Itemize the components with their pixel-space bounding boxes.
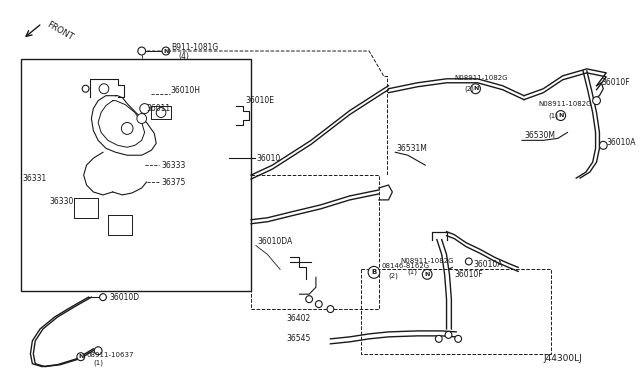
Text: J44300LJ: J44300LJ bbox=[543, 354, 582, 363]
Text: N: N bbox=[558, 113, 563, 118]
Circle shape bbox=[471, 84, 481, 94]
Circle shape bbox=[96, 349, 100, 353]
Circle shape bbox=[140, 49, 143, 53]
Circle shape bbox=[455, 336, 461, 342]
Circle shape bbox=[306, 296, 312, 303]
Text: 36010D: 36010D bbox=[110, 293, 140, 302]
Text: 36010: 36010 bbox=[257, 154, 281, 163]
Text: (1): (1) bbox=[408, 268, 418, 275]
Circle shape bbox=[307, 297, 311, 301]
Circle shape bbox=[84, 87, 87, 90]
Text: N08911-1082G: N08911-1082G bbox=[538, 100, 592, 107]
Circle shape bbox=[94, 347, 102, 355]
Text: 36330: 36330 bbox=[50, 198, 74, 206]
Text: 36010H: 36010H bbox=[171, 86, 201, 95]
Circle shape bbox=[156, 108, 166, 118]
Circle shape bbox=[162, 47, 170, 55]
Circle shape bbox=[467, 260, 470, 263]
Bar bbox=[20, 59, 251, 291]
Text: 36545: 36545 bbox=[287, 334, 311, 343]
Text: 36402: 36402 bbox=[287, 314, 311, 324]
Text: (2): (2) bbox=[388, 272, 398, 279]
Circle shape bbox=[140, 104, 150, 113]
Circle shape bbox=[593, 97, 600, 105]
Circle shape bbox=[100, 294, 106, 301]
Text: 36010E: 36010E bbox=[245, 96, 275, 105]
Circle shape bbox=[600, 141, 607, 149]
Text: N: N bbox=[163, 48, 168, 54]
Circle shape bbox=[435, 336, 442, 342]
Text: 08146-8162G: 08146-8162G bbox=[381, 263, 430, 269]
Text: N: N bbox=[78, 354, 83, 359]
Circle shape bbox=[138, 47, 145, 55]
Circle shape bbox=[122, 122, 133, 134]
Text: N08911-1082G: N08911-1082G bbox=[454, 75, 508, 81]
Circle shape bbox=[316, 301, 322, 308]
Circle shape bbox=[595, 99, 598, 103]
Circle shape bbox=[329, 307, 332, 311]
Circle shape bbox=[445, 331, 452, 339]
Circle shape bbox=[137, 113, 147, 124]
Circle shape bbox=[101, 295, 105, 299]
Text: 36530M: 36530M bbox=[524, 131, 555, 140]
Text: (2): (2) bbox=[464, 86, 474, 92]
Circle shape bbox=[99, 84, 109, 94]
Text: FRONT: FRONT bbox=[45, 20, 74, 42]
Circle shape bbox=[77, 353, 84, 361]
Text: 36331: 36331 bbox=[22, 174, 47, 183]
Text: B: B bbox=[371, 269, 376, 275]
Text: N08911-1082G: N08911-1082G bbox=[400, 259, 454, 264]
Circle shape bbox=[556, 110, 566, 121]
Text: 36010F: 36010F bbox=[454, 270, 483, 279]
Circle shape bbox=[602, 143, 605, 147]
Text: 08911-10637: 08911-10637 bbox=[86, 352, 134, 358]
Text: 36531M: 36531M bbox=[396, 144, 427, 153]
Text: (4): (4) bbox=[179, 52, 189, 61]
Text: (1): (1) bbox=[548, 112, 558, 119]
Circle shape bbox=[82, 85, 89, 92]
Text: 36010A: 36010A bbox=[474, 260, 503, 269]
Text: B911-1081G: B911-1081G bbox=[172, 42, 219, 52]
Circle shape bbox=[317, 302, 321, 306]
Circle shape bbox=[447, 333, 450, 337]
Text: (1): (1) bbox=[93, 359, 103, 366]
Text: 36010F: 36010F bbox=[602, 78, 630, 87]
Circle shape bbox=[437, 337, 440, 341]
Text: 36010A: 36010A bbox=[606, 138, 636, 147]
Circle shape bbox=[456, 337, 460, 341]
Text: N: N bbox=[473, 86, 478, 91]
Text: 36011: 36011 bbox=[147, 104, 171, 113]
Circle shape bbox=[465, 258, 472, 265]
Text: 36010DA: 36010DA bbox=[258, 237, 293, 246]
Circle shape bbox=[368, 266, 380, 278]
Circle shape bbox=[422, 269, 432, 279]
Text: 36375: 36375 bbox=[161, 177, 186, 186]
Circle shape bbox=[327, 306, 334, 312]
Text: N: N bbox=[424, 272, 430, 277]
Text: 36333: 36333 bbox=[161, 161, 186, 170]
